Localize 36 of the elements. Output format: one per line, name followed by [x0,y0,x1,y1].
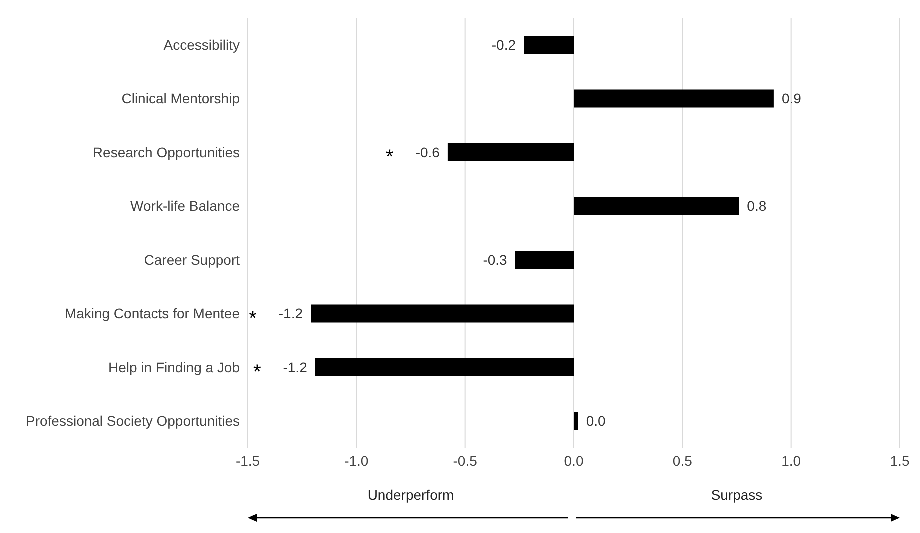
y-tick-label: Professional Society Opportunities [26,413,240,430]
annotation: * [249,308,258,330]
annotation: * [253,362,262,384]
x-tick-label: -1.0 [344,452,369,469]
data-label: 0.9 [782,90,802,107]
y-tick-label: Accessibility [164,36,240,53]
x-tick-label: 1.0 [782,452,802,469]
x-tick-label: 1.5 [890,452,910,469]
data-label: 0.0 [586,413,606,430]
data-label: -0.3 [483,252,508,268]
x-tick-label: 0.0 [564,452,584,469]
x-tick-label: 0.5 [672,452,693,469]
bar [315,358,574,376]
y-tick-label: Clinical Mentorship [122,90,240,107]
data-label: -1.2 [278,306,304,322]
text: Surpass [711,487,763,503]
bar [574,412,578,430]
bar [311,304,574,323]
data-label: 0.8 [747,198,767,214]
bar [515,251,574,269]
y-tick-label: Making Contacts for Mentee [64,306,240,322]
x-tick-label: -0.5 [453,452,478,469]
y-tick-label: Career Support [144,252,240,268]
y-tick-label: Research Opportunities [92,144,240,160]
text: Underperform [368,487,454,503]
annotation: * [386,146,394,168]
data-label: -0.2 [492,36,516,53]
bar [448,144,574,162]
bar [574,90,774,108]
data-label: -1.2 [283,359,308,376]
bar [574,197,740,216]
y-tick-label: Work-life Balance [130,198,240,214]
bar [524,36,574,54]
y-tick-label: Help in Finding a Job [108,359,240,376]
data-label: -0.6 [416,144,440,160]
x-tick-label: -1.5 [236,452,260,469]
